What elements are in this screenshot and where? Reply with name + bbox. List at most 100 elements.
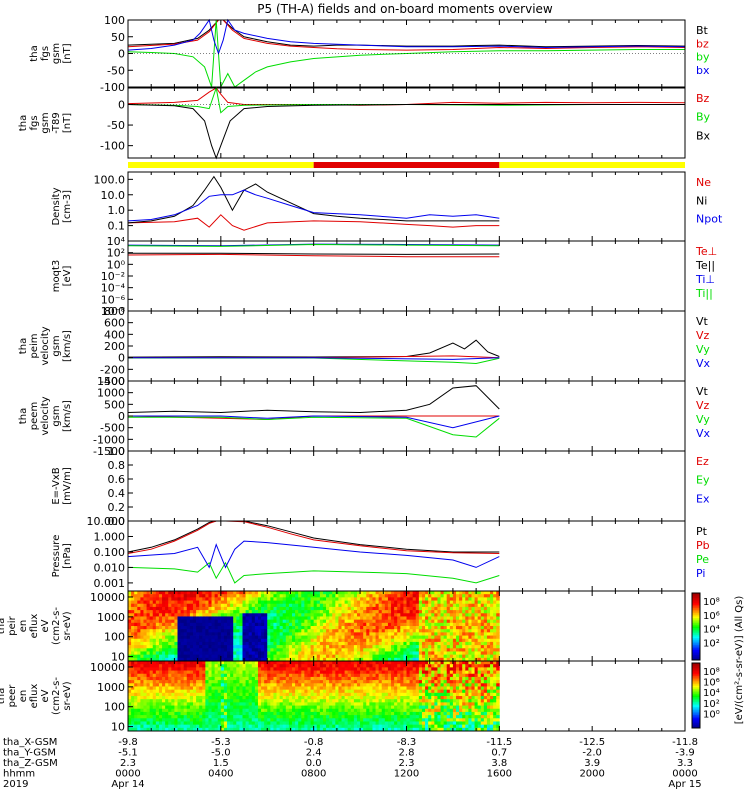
spectrogram-cell: [223, 686, 228, 691]
spectrogram-cell: [158, 657, 163, 662]
spectrogram-cell: [236, 641, 240, 646]
spectrogram-cell: [285, 622, 290, 627]
spectrogram-cell: [465, 654, 469, 659]
spectrogram-cell: [329, 718, 333, 722]
spectrogram-cell: [257, 638, 262, 643]
spectrogram-cell: [248, 619, 253, 624]
spectrogram-cell: [186, 667, 191, 671]
spectrogram-cell: [350, 622, 355, 627]
spectrogram-cell: [456, 635, 460, 640]
spectrogram-cell: [220, 606, 225, 611]
spectrogram-cell: [239, 702, 243, 706]
spectrogram-cell: [279, 702, 284, 706]
spectrogram-cell: [285, 686, 290, 691]
spectrogram-cell: [183, 654, 188, 659]
spectrogram-cell: [369, 619, 373, 624]
spectrogram-cell: [254, 715, 259, 719]
spectrogram-cell: [227, 591, 231, 595]
spectrogram-cell: [434, 635, 438, 640]
spectrogram-cell: [254, 727, 259, 732]
spectrogram-cell: [322, 635, 327, 640]
spectrogram-cell: [273, 683, 277, 687]
spectrogram-cell: [292, 591, 296, 595]
spectrogram-cell: [189, 594, 194, 598]
spectrogram-cell: [251, 594, 256, 598]
spectrogram-cell: [174, 619, 178, 624]
spectrogram-cell: [239, 641, 243, 646]
spectrogram-cell: [180, 613, 185, 617]
spectrogram-cell: [285, 699, 290, 703]
spectrogram-cell: [313, 721, 318, 726]
spectrogram-cell: [162, 689, 166, 694]
spectrogram-cell: [288, 664, 293, 668]
spectrogram-cell: [158, 686, 163, 691]
spectrogram-cell: [254, 635, 259, 640]
spectrogram-cell: [356, 629, 361, 633]
spectrogram-cell: [152, 692, 157, 697]
spectrogram-cell: [471, 594, 475, 598]
spectrogram-cell: [468, 638, 472, 643]
y-axis-label-line: Density: [51, 187, 62, 225]
spectrogram-cell: [456, 619, 460, 624]
spectrogram-cell: [480, 594, 485, 598]
spectrogram-cell: [480, 654, 485, 659]
spectrogram-cell: [335, 629, 339, 633]
spectrogram-cell: [223, 715, 228, 719]
spectrogram-cell: [168, 661, 172, 665]
spectrogram-cell: [211, 626, 216, 630]
spectrogram-cell: [217, 610, 222, 614]
spectrogram-cell: [350, 657, 355, 662]
spectrogram-cell: [316, 673, 321, 678]
spectrogram-cell: [211, 648, 216, 652]
spectrogram-cell: [319, 632, 324, 636]
spectrogram-cell: [208, 702, 212, 706]
spectrogram-cell: [285, 711, 290, 716]
spectrogram-cell: [477, 638, 482, 643]
spectrogram-cell: [128, 606, 132, 611]
spectrogram-cell: [437, 645, 441, 649]
spectrogram-cell: [493, 629, 497, 633]
spectrogram-cell: [227, 619, 231, 624]
spectrogram-cell: [298, 657, 302, 662]
spectrogram-cell: [180, 670, 185, 675]
spectrogram-cell: [242, 654, 246, 659]
spectrogram-cell: [267, 632, 271, 636]
spectrogram-cell: [477, 597, 482, 601]
spectrogram-cell: [301, 724, 305, 729]
spectrogram-cell: [152, 651, 157, 656]
spectrogram-cell: [273, 641, 277, 646]
spectrogram-cell: [375, 654, 380, 659]
spectrogram-cell: [298, 638, 302, 643]
spectrogram-cell: [267, 689, 271, 694]
spectrogram-cell: [477, 641, 482, 646]
spectrogram-cell: [415, 619, 420, 624]
spectrogram-cell: [369, 651, 373, 656]
spectrogram-cell: [366, 594, 370, 598]
spectrogram-cell: [211, 689, 216, 694]
spectrogram-cell: [322, 724, 327, 729]
legend-peem-velocity-Vz: Vz: [696, 399, 710, 412]
spectrogram-cell: [350, 629, 355, 633]
spectrogram-cell: [171, 600, 175, 605]
spectrogram-cell: [140, 721, 144, 726]
legend-density-Ni: Ni: [696, 194, 707, 207]
spectrogram-cell: [276, 683, 281, 687]
spectrogram-cell: [186, 664, 191, 668]
spectrogram-cell: [496, 626, 500, 630]
spectrogram-cell: [137, 683, 141, 687]
spectrogram-cell: [199, 613, 203, 617]
panel-pressure: 10.0001.0000.1000.0100.001Pressure[nPa]P…: [51, 515, 710, 592]
spectrogram-cell: [496, 613, 500, 617]
spectrogram-cell: [298, 683, 302, 687]
spectrogram-cell: [332, 651, 336, 656]
spectrogram-cell: [356, 613, 361, 617]
spectrogram-cell: [298, 661, 302, 665]
spectrogram-cell: [186, 651, 191, 656]
spectrogram-cell: [134, 616, 138, 621]
spectrogram-cell: [335, 664, 339, 668]
spectrogram-cell: [165, 689, 169, 694]
spectrogram-cell: [211, 686, 216, 691]
spectrogram-cell: [397, 591, 401, 595]
spectrogram-cell: [353, 638, 358, 643]
spectrogram-cell: [350, 610, 355, 614]
